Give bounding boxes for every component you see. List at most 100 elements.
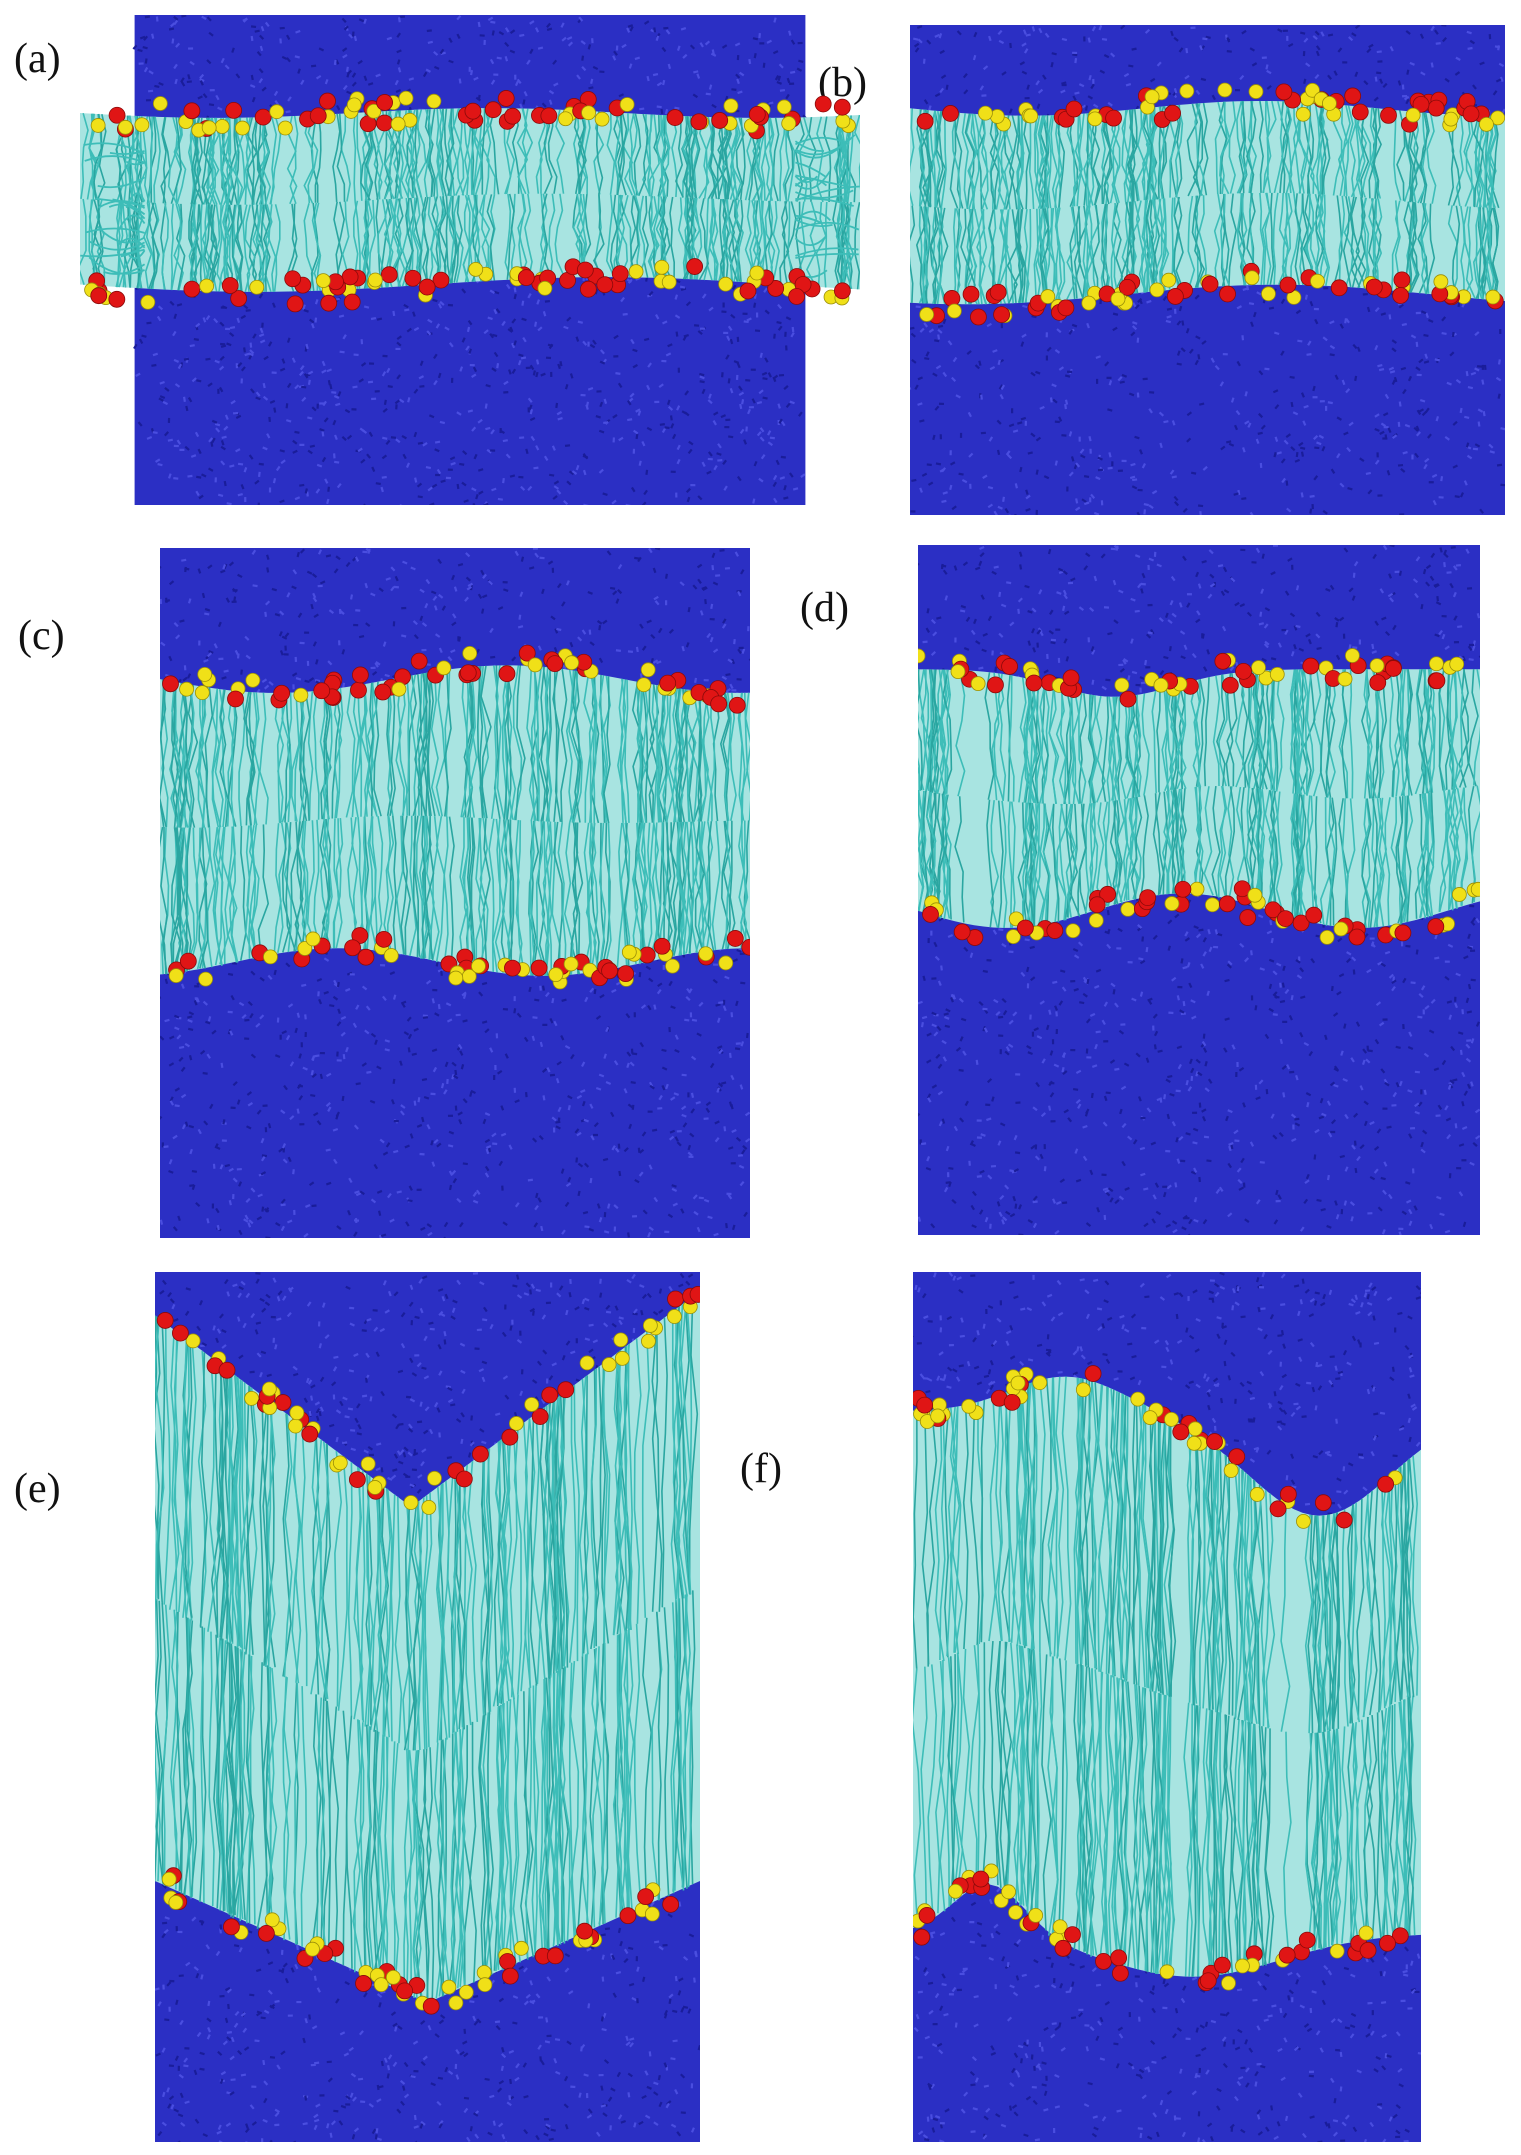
headgroup-phosphate bbox=[557, 1381, 575, 1399]
headgroup-phosphate bbox=[918, 1906, 936, 1924]
headgroup-choline bbox=[1204, 897, 1220, 913]
headgroup-choline bbox=[383, 948, 399, 963]
headgroup-choline bbox=[1032, 1375, 1048, 1391]
headgroup-choline bbox=[1087, 111, 1103, 127]
headgroup-phosphate bbox=[814, 95, 832, 113]
lipid-headgroups bbox=[913, 1365, 1409, 1992]
headgroup-choline bbox=[698, 946, 714, 962]
headgroup-phosphate bbox=[1105, 109, 1122, 127]
headgroup-choline bbox=[360, 1456, 376, 1472]
headgroup-phosphate bbox=[728, 696, 746, 714]
headgroup-phosphate bbox=[1221, 676, 1239, 694]
headgroup-choline bbox=[1405, 107, 1421, 123]
headgroup-phosphate bbox=[953, 923, 971, 941]
headgroup-phosphate bbox=[1385, 660, 1402, 677]
headgroup-choline bbox=[1261, 286, 1276, 302]
headgroup-choline bbox=[1001, 1884, 1016, 1900]
headgroup-phosphate bbox=[1330, 279, 1348, 297]
headgroup-phosphate bbox=[748, 105, 766, 123]
headgroup-phosphate bbox=[1111, 1964, 1129, 1982]
headgroup-phosphate bbox=[472, 1445, 489, 1463]
headgroup-choline bbox=[1223, 1463, 1239, 1478]
headgroup-phosphate bbox=[596, 276, 614, 294]
headgroup-phosphate bbox=[1394, 924, 1412, 942]
headgroup-choline bbox=[244, 1390, 260, 1406]
headgroup-phosphate bbox=[351, 666, 369, 684]
headgroup-phosphate bbox=[1393, 271, 1411, 289]
headgroup-phosphate bbox=[225, 101, 243, 119]
headgroup-phosphate bbox=[1219, 285, 1236, 303]
headgroup-phosphate bbox=[1275, 83, 1293, 101]
headgroup-choline bbox=[168, 968, 184, 984]
headgroup-phosphate bbox=[1278, 1946, 1296, 1964]
headgroup-choline bbox=[961, 1398, 977, 1414]
headgroup-choline bbox=[1052, 1919, 1068, 1935]
headgroup-phosphate bbox=[653, 937, 671, 955]
headgroup-phosphate bbox=[274, 1394, 292, 1411]
headgroup-phosphate bbox=[1302, 657, 1320, 675]
headgroup-choline bbox=[458, 1984, 474, 2000]
headgroup-phosphate bbox=[972, 1870, 990, 1888]
headgroup-choline bbox=[1088, 913, 1104, 928]
headgroup-phosphate bbox=[767, 280, 785, 297]
headgroup-phosphate bbox=[375, 930, 393, 948]
headgroup-phosphate bbox=[1379, 1934, 1396, 1952]
panel-label-a: (a) bbox=[14, 36, 61, 82]
headgroup-choline bbox=[749, 265, 765, 281]
headgroup-choline bbox=[1075, 1382, 1091, 1398]
headgroup-phosphate bbox=[942, 105, 959, 122]
headgroup-phosphate bbox=[1279, 1485, 1297, 1503]
headgroup-choline bbox=[918, 648, 926, 664]
headgroup-choline bbox=[619, 97, 635, 112]
headgroup-choline bbox=[201, 120, 217, 136]
headgroup-phosphate bbox=[459, 664, 477, 682]
headgroup-phosphate bbox=[309, 107, 327, 125]
snapshot-e-svg bbox=[155, 1272, 700, 2142]
headgroup-phosphate bbox=[667, 1290, 684, 1308]
headgroup-choline bbox=[161, 1871, 177, 1887]
headgroup-phosphate bbox=[962, 285, 980, 303]
headgroup-phosphate bbox=[227, 690, 244, 708]
headgroup-choline bbox=[1244, 270, 1260, 286]
headgroup-choline bbox=[214, 119, 230, 134]
headgroup-choline bbox=[527, 657, 543, 673]
headgroup-choline bbox=[1296, 1513, 1311, 1529]
headgroup-phosphate bbox=[546, 655, 564, 673]
headgroup-choline bbox=[245, 672, 261, 688]
headgroup-choline bbox=[641, 1333, 656, 1349]
lipid-tails bbox=[160, 665, 750, 977]
headgroup-phosphate bbox=[1218, 895, 1236, 913]
headgroup-choline bbox=[1149, 282, 1165, 298]
headgroup-phosphate bbox=[341, 268, 359, 286]
headgroup-choline bbox=[950, 664, 966, 680]
lipid-headgroups bbox=[918, 648, 1480, 946]
headgroup-choline bbox=[235, 120, 250, 136]
headgroup-phosphate bbox=[1003, 1393, 1021, 1411]
headgroup-choline bbox=[1449, 656, 1465, 672]
headgroup-phosphate bbox=[1057, 299, 1075, 317]
headgroup-choline bbox=[548, 967, 564, 983]
headgroup-choline bbox=[1179, 83, 1195, 99]
headgroup-choline bbox=[564, 655, 580, 671]
headgroup-choline bbox=[1114, 677, 1130, 693]
headgroup-choline bbox=[293, 687, 309, 703]
headgroup-choline bbox=[718, 276, 734, 292]
headgroup-phosphate bbox=[1174, 880, 1192, 898]
headgroup-choline bbox=[198, 971, 214, 987]
headgroup-phosphate bbox=[517, 269, 535, 286]
headgroup-phosphate bbox=[916, 112, 934, 130]
headgroup-phosphate bbox=[922, 906, 939, 923]
headgroup-phosphate bbox=[319, 92, 336, 110]
headgroup-phosphate bbox=[1314, 1494, 1332, 1512]
headgroup-choline bbox=[346, 97, 362, 113]
headgroup-choline bbox=[636, 677, 652, 693]
headgroup-phosphate bbox=[1380, 106, 1397, 124]
headgroup-choline bbox=[558, 111, 573, 127]
headgroup-choline bbox=[373, 1977, 389, 1993]
headgroup-phosphate bbox=[273, 684, 291, 702]
headgroup-phosphate bbox=[1046, 922, 1064, 939]
headgroup-phosphate bbox=[179, 952, 197, 970]
headgroup-choline bbox=[289, 1405, 305, 1421]
headgroup-choline bbox=[288, 1418, 303, 1434]
headgroup-choline bbox=[398, 90, 414, 106]
